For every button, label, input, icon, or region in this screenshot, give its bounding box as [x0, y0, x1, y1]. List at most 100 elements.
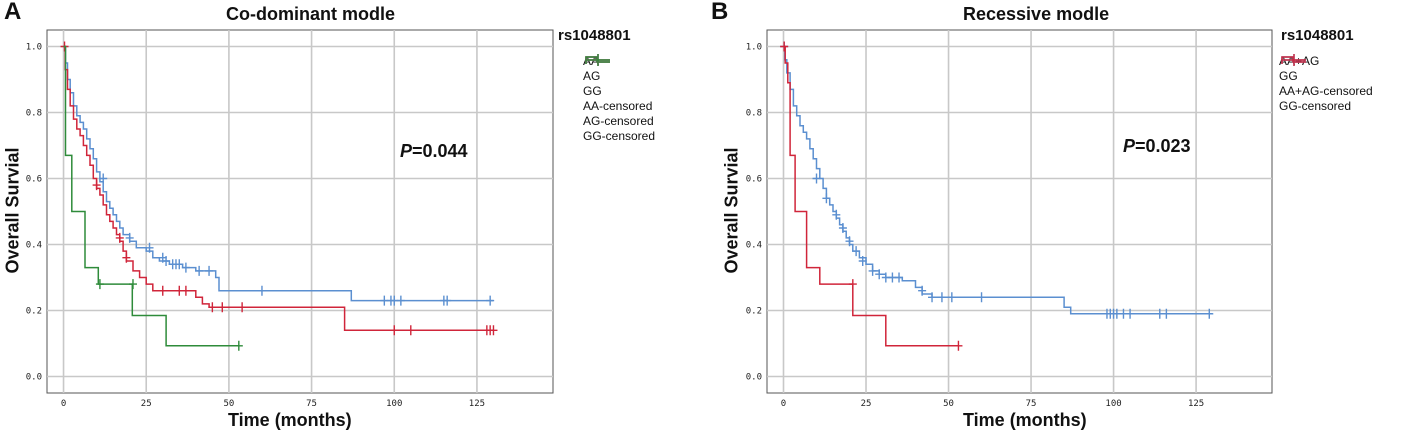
plot-frame [766, 29, 1273, 394]
legend-item: GG-censored [583, 54, 656, 143]
censor-mark-aa [205, 265, 214, 276]
censor-mark-gg [848, 279, 857, 290]
legend-item: AA+AG-censored [1279, 54, 1373, 98]
legend-censor-swatch [1282, 54, 1306, 66]
censor-mark-ag [390, 325, 399, 336]
censor-mark-ag [406, 325, 415, 336]
km-curve-gg [783, 45, 959, 347]
legend-item: GG [1279, 56, 1373, 83]
legend-item: AA-censored [583, 54, 655, 113]
plot-area-a: 0 25 50 75 100 125 0.0 0.2 0.4 0.6 0.8 1.0 [26, 29, 554, 409]
censor-mark-aa [257, 285, 266, 296]
km-curve-aa-ag [783, 45, 1213, 315]
y-tick-label: 0.0 [746, 373, 762, 383]
chart-title-a: Co-dominant modle [226, 4, 395, 24]
censor-mark-aa-ag [822, 193, 831, 204]
x-tick-label: 25 [141, 399, 152, 409]
chart-title-b: Recessive modle [963, 4, 1110, 24]
censor-mark-aa-ag [832, 209, 841, 220]
censor-mark-aa [443, 295, 452, 306]
censor-mark-aa-ag [977, 292, 986, 303]
x-tick-label: 100 [1105, 399, 1121, 409]
censor-mark-ag [238, 302, 247, 313]
legend-label: GG-censored [1279, 98, 1352, 113]
censor-mark-aa [181, 262, 190, 273]
censor-mark-aa [195, 265, 204, 276]
x-tick-label: 125 [1188, 399, 1204, 409]
plot-frame [46, 29, 554, 394]
p-value-a: P=0.044 [400, 141, 468, 162]
legend-label: GG [583, 83, 602, 98]
p-value-b: P=0.023 [1123, 136, 1191, 157]
legend-label: GG [1279, 68, 1298, 83]
censor-mark-aa [175, 259, 184, 270]
censor-mark-aa-ag [928, 292, 937, 303]
x-tick-label: 75 [1026, 399, 1037, 409]
censor-mark-aa-ag [1205, 308, 1214, 319]
y-axis-label-b: Overall Survial [721, 147, 742, 274]
censor-mark-aa [162, 256, 171, 266]
x-tick-label: 75 [306, 399, 317, 409]
censor-mark-aa-ag [1162, 308, 1171, 319]
p-value-text-b: =0.023 [1135, 136, 1191, 156]
legend-item: AG-censored [583, 54, 655, 128]
censor-mark-aa-ag [1126, 308, 1135, 319]
p-value-symbol-b: P [1123, 136, 1136, 156]
censor-mark-aa-ag [947, 292, 956, 303]
y-axis-label-a: Overall Survial [2, 147, 23, 274]
censor-mark-ag [489, 325, 498, 336]
x-tick-label: 100 [386, 399, 402, 409]
y-tick-label: 0.8 [26, 109, 42, 119]
legend-a: AA AG GG AA-censored AG-censored GG-censored [583, 53, 655, 143]
y-tick-label: 0.2 [746, 307, 762, 317]
legend-censor-swatch [586, 54, 610, 66]
censor-mark-gg [95, 279, 104, 290]
legend-label: AA+AG-censored [1279, 83, 1373, 98]
x-tick-label: 0 [61, 399, 66, 409]
censor-mark-gg [954, 340, 963, 351]
censor-mark-aa-ag [868, 265, 877, 276]
censor-mark-aa [486, 295, 495, 306]
censor-mark-aa-ag [875, 269, 884, 280]
chart-panel-a: 0 25 50 75 100 125 0.0 0.2 0.4 0.6 0.8 1.0 A Co-dom… [2, 0, 656, 430]
censor-mark-aa-ag [852, 246, 861, 257]
legend-title-b: rs1048801 [1281, 27, 1354, 44]
legend-item: GG-censored [1279, 54, 1373, 113]
censor-mark-aa [145, 242, 154, 253]
legend-label: AG-censored [583, 113, 654, 128]
censor-mark-aa-ag [812, 173, 821, 184]
x-tick-label: 0 [781, 399, 786, 409]
censor-mark-aa-ag [858, 256, 867, 266]
km-curve-ag [63, 45, 494, 332]
panel-letter-b: B [711, 0, 729, 25]
censor-mark-ag [122, 252, 131, 263]
censor-mark-gg [234, 340, 243, 351]
p-value-symbol-a: P [400, 141, 413, 161]
x-axis-label-b: Time (months) [963, 410, 1087, 430]
legend-label: AA-censored [583, 98, 653, 113]
censor-mark-aa-ag [895, 272, 904, 283]
x-tick-label: 50 [223, 399, 234, 409]
legend-label: AG [583, 68, 601, 83]
censor-mark-ag [92, 180, 101, 191]
censor-mark-gg [780, 41, 789, 52]
p-value-text-a: =0.044 [412, 141, 468, 161]
plot-area-b: 0 25 50 75 100 125 0.0 0.2 0.4 0.6 0.8 1.0 [746, 29, 1273, 409]
km-curve-aa [63, 45, 494, 302]
y-tick-label: 0.4 [746, 241, 762, 251]
km-curve-gg [63, 45, 239, 347]
x-tick-label: 125 [469, 399, 485, 409]
legend-label: GG-censored [583, 128, 656, 143]
x-tick-label: 25 [861, 399, 872, 409]
censor-mark-aa [125, 232, 134, 243]
legend-item: GG [583, 56, 655, 98]
y-tick-label: 0.2 [26, 307, 42, 317]
y-tick-label: 0.8 [746, 109, 762, 119]
legend-title-a: rs1048801 [558, 27, 631, 44]
x-tick-label: 50 [943, 399, 954, 409]
y-tick-label: 1.0 [26, 43, 42, 53]
x-axis-label-a: Time (months) [228, 410, 352, 430]
legend-b: AA+AG GG AA+AG-censored GG-censored [1279, 53, 1373, 113]
censor-mark-ag [158, 285, 167, 296]
censor-mark-aa-ag [937, 292, 946, 303]
